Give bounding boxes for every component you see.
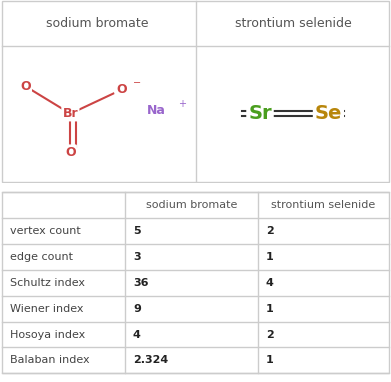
Text: Wiener index: Wiener index xyxy=(10,304,83,314)
Text: 9: 9 xyxy=(133,304,141,314)
Text: +: + xyxy=(178,99,186,108)
Text: Balaban index: Balaban index xyxy=(10,355,90,366)
Text: 1: 1 xyxy=(266,252,274,262)
Text: 2: 2 xyxy=(266,226,274,236)
Text: 4: 4 xyxy=(266,278,274,288)
Text: 5: 5 xyxy=(133,226,141,236)
Text: Br: Br xyxy=(63,107,78,120)
Text: sodium bromate: sodium bromate xyxy=(146,200,237,210)
Text: −: − xyxy=(133,78,141,88)
Text: Hosoya index: Hosoya index xyxy=(10,330,85,340)
Text: sodium bromate: sodium bromate xyxy=(47,17,149,30)
Text: Schultz index: Schultz index xyxy=(10,278,85,288)
Text: 1: 1 xyxy=(266,355,274,366)
Text: vertex count: vertex count xyxy=(10,226,81,236)
Text: O: O xyxy=(65,146,76,159)
Text: strontium selenide: strontium selenide xyxy=(235,17,352,30)
Text: Se: Se xyxy=(315,104,342,123)
Text: O: O xyxy=(20,80,31,93)
Text: Na: Na xyxy=(147,104,166,117)
Text: 1: 1 xyxy=(266,304,274,314)
Text: 3: 3 xyxy=(133,252,141,262)
Text: strontium selenide: strontium selenide xyxy=(271,200,376,210)
Text: edge count: edge count xyxy=(10,252,73,262)
Text: 36: 36 xyxy=(133,278,149,288)
Text: Sr: Sr xyxy=(248,104,272,123)
Text: O: O xyxy=(116,83,127,96)
Text: 4: 4 xyxy=(133,330,141,340)
Text: 2.324: 2.324 xyxy=(133,355,168,366)
Text: 2: 2 xyxy=(266,330,274,340)
